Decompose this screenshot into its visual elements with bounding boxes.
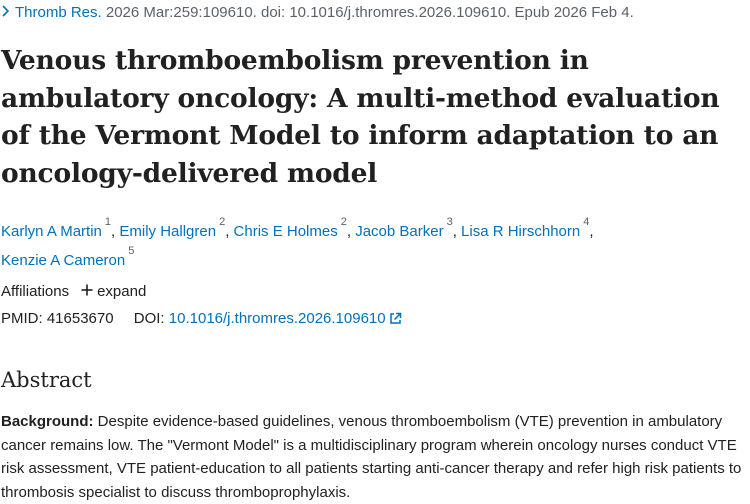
affiliation-ref[interactable]: 2 <box>219 216 226 228</box>
author-link[interactable]: Jacob Barker <box>355 223 444 240</box>
affiliation-ref[interactable]: 3 <box>446 216 453 228</box>
background-text: Despite evidence-based guidelines, venou… <box>1 413 742 501</box>
affiliation-ref[interactable]: 1 <box>104 216 112 228</box>
authors-list: Karlyn A Martin1, Emily Hallgren2, Chris… <box>1 216 594 269</box>
affiliation-ref[interactable]: 2 <box>340 216 347 228</box>
affiliation-ref[interactable]: 4 <box>583 216 590 228</box>
author-link[interactable]: Lisa R Hirschhorn <box>461 223 581 240</box>
chevron-right-icon[interactable] <box>1 3 15 23</box>
pmid-label: PMID: <box>1 310 43 327</box>
citation-details: 2026 Mar:259:109610. doi: 10.1016/j.thro… <box>101 4 634 21</box>
abstract-heading: Abstract <box>1 368 92 392</box>
journal-citation: Thromb Res. 2026 Mar:259:109610. doi: 10… <box>1 3 634 23</box>
author-link[interactable]: Emily Hallgren <box>119 223 217 240</box>
doi-value[interactable]: 10.1016/j.thromres.2026.109610 <box>168 310 386 327</box>
author-link[interactable]: Chris E Holmes <box>233 223 338 240</box>
affiliation-ref[interactable]: 5 <box>128 245 135 257</box>
affiliations-label: Affiliations <box>1 283 70 300</box>
article-identifiers: PMID: 41653670 DOI: 10.1016/j.thromres.2… <box>1 309 402 331</box>
abstract-background: Background: Despite evidence-based guide… <box>1 410 750 504</box>
pmid-value: 41653670 <box>46 310 114 327</box>
journal-link[interactable]: Thromb Res. <box>15 4 102 21</box>
plus-icon[interactable] <box>81 281 93 301</box>
doi-link[interactable]: 10.1016/j.thromres.2026.109610 <box>169 310 402 327</box>
expand-button[interactable]: expand <box>97 283 147 300</box>
background-label: Background: <box>1 413 94 430</box>
doi-label: DOI: <box>133 310 165 327</box>
affiliations-toggle: Affiliations expand <box>1 281 146 302</box>
author-link[interactable]: Karlyn A Martin <box>1 223 102 240</box>
article-title: Venous thromboembolism prevention in amb… <box>1 45 720 189</box>
external-link-icon[interactable] <box>389 311 402 331</box>
author-link[interactable]: Kenzie A Cameron <box>1 252 126 269</box>
